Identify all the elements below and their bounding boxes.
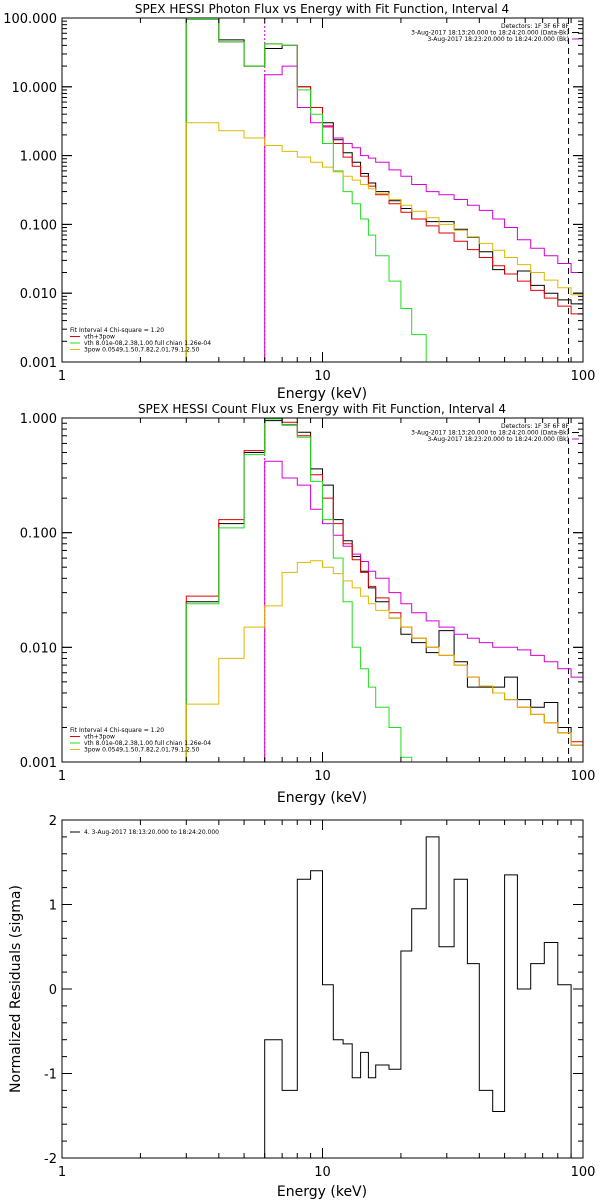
residuals-ytick-label: 2 [49,814,57,829]
residuals-ytick-label: -1 [44,1068,57,1083]
photon-legend-entry-right: 3-Aug-2017 18:23:20.000 to 18:24:20.000 … [427,36,569,43]
count-chart-title: SPEX HESSI Count Flux vs Energy with Fit… [138,402,506,416]
residuals-legend-entry: 4. 3-Aug-2017 18:13:20.000 to 18:24:20.0… [84,829,219,836]
photon-legend-entry: vth+3pow [84,334,115,341]
photon-legend-entry-right: Detectors: 1F 3F 6F 8F [501,23,570,30]
photon-ytick-label: 100.000 [3,12,57,27]
photon-y-ticks: 0.001 0.010 0.100 1.000 10.000 100.000 [3,12,583,371]
residuals-panel: 1 10 100 -2 -1 0 1 2 Energy (keV) Normalized R… [8,814,595,1200]
count-y-ticks: 0.001 0.010 0.100 1.000 [20,412,583,771]
residuals-y-axis-label: Normalized Residuals (sigma) [8,885,24,1093]
photon-flux-panel: SPEX HESSI Photon Flux vs Energy with Fi… [3,2,595,402]
count-legend-entry-right: Detectors: 1F 3F 6F 8F [501,423,570,430]
residuals-x-ticks: 1 10 100 [58,820,596,1180]
residuals-legend-left: 4. 3-Aug-2017 18:13:20.000 to 18:24:20.0… [70,829,219,836]
photon-x-ticks: 1 10 100 [58,18,596,384]
count-legend-left: Fit Interval 4 Chi-square = 1.20vth+3pow… [70,727,211,754]
photon-legend-right: Detectors: 1F 3F 6F 8F3-Aug-2017 18:13:2… [411,23,579,43]
photon-plot-frame [61,17,584,363]
photon-series-yellow [185,122,584,362]
count-legend-right: Detectors: 1F 3F 6F 8F3-Aug-2017 18:13:2… [411,423,579,443]
photon-x-axis-label: Energy (keV) [277,386,367,402]
count-series-black [185,420,584,762]
photon-legend-entry: vth 8.01e-08,2.38,1.00 full chian 1.26e-… [84,340,211,347]
residuals-xtick-label: 100 [571,1165,596,1180]
photon-ytick-label: 0.010 [20,287,57,302]
residuals-xtick-label: 1 [58,1165,66,1180]
count-xtick-label: 1 [58,769,66,784]
residuals-ytick-label: 0 [49,983,57,998]
count-legend-entry: vth+3pow [84,734,115,741]
count-legend-entry: vth 8.01e-08,2.38,1.00 full chian 1.26e-… [84,740,211,747]
residuals-x-axis-label: Energy (keV) [277,1184,367,1200]
count-xtick-label: 10 [314,769,331,784]
count-legend-entry-right: 3-Aug-2017 18:13:20.000 to 18:24:20.000 … [411,430,569,437]
residuals-ytick-label: -2 [44,1152,57,1167]
photon-series-black [185,19,584,362]
photon-chart-title: SPEX HESSI Photon Flux vs Energy with Fi… [135,2,509,16]
photon-series-green [185,19,439,363]
count-x-axis-label: Energy (keV) [277,790,367,806]
count-flux-panel: SPEX HESSI Count Flux vs Energy with Fit… [20,402,596,806]
photon-legend-left: Fit Interval 4 Chi-square = 1.20vth+3pow… [70,327,211,354]
count-legend-entry-right: 3-Aug-2017 18:23:20.000 to 18:24:20.000 … [427,436,569,443]
photon-series-magenta [264,65,584,362]
residuals-plot-area [264,836,572,1158]
photon-series-red [185,19,584,362]
residuals-y-ticks: -2 -1 0 1 2 [44,814,583,1167]
count-ytick-label: 0.100 [20,527,57,542]
count-ytick-label: 1.000 [20,412,57,427]
photon-xtick-label: 10 [314,369,331,384]
photon-xtick-label: 100 [571,369,596,384]
count-legend-entry: Fit Interval 4 Chi-square = 1.20 [70,727,164,734]
photon-legend-entry: Fit Interval 4 Chi-square = 1.20 [70,327,164,334]
count-series-green [185,418,413,762]
count-xtick-label: 100 [571,769,596,784]
count-ytick-label: 0.010 [20,641,57,656]
photon-ytick-label: 0.001 [20,356,57,371]
photon-ytick-label: 0.100 [20,218,57,233]
count-series-magenta [264,460,584,762]
count-legend-entry: 3pow 0.0549,1.50,7.82,2.01,79.1,2.50 [84,747,200,754]
photon-legend-entry-right: 3-Aug-2017 18:13:20.000 to 18:24:20.000 … [411,30,569,37]
residuals-series-black [264,836,572,1158]
count-ytick-label: 0.001 [20,756,57,771]
photon-ytick-label: 1.000 [20,150,57,165]
residuals-ytick-label: 1 [49,899,57,914]
photon-plot-area [185,18,584,363]
photon-legend-entry: 3pow 0.0549,1.50,7.82,2.01,79.1,2.50 [84,347,200,354]
count-x-ticks: 1 10 100 [58,418,596,784]
residuals-xtick-label: 10 [314,1165,331,1180]
photon-ytick-label: 10.000 [12,81,58,96]
count-series-yellow [185,560,584,762]
photon-xtick-label: 1 [58,369,66,384]
count-series-red [185,417,584,762]
count-plot-area [185,417,584,762]
